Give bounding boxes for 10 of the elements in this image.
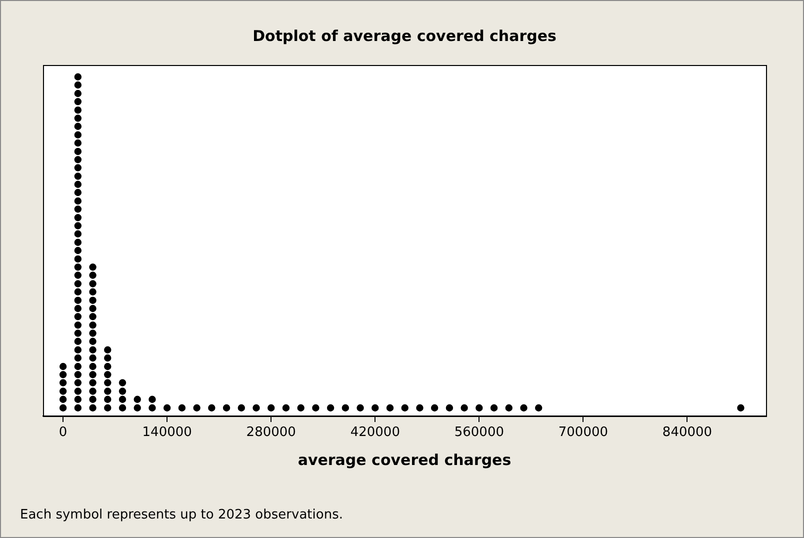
x-tick-label: 840000 (662, 425, 712, 440)
x-tick-label: 0 (58, 425, 68, 440)
x-tick-label: 420000 (350, 425, 400, 440)
x-tick-label: 280000 (246, 425, 296, 440)
text: Each symbol represents up to 2023 observations. (20, 507, 343, 522)
x-tick-label: 700000 (558, 425, 608, 440)
chart-title: Dotplot of average covered charges (252, 26, 557, 45)
x-axis-title: average covered charges (298, 450, 512, 469)
x-tick-label: 140000 (142, 425, 192, 440)
x-tick-label: 560000 (454, 425, 504, 440)
